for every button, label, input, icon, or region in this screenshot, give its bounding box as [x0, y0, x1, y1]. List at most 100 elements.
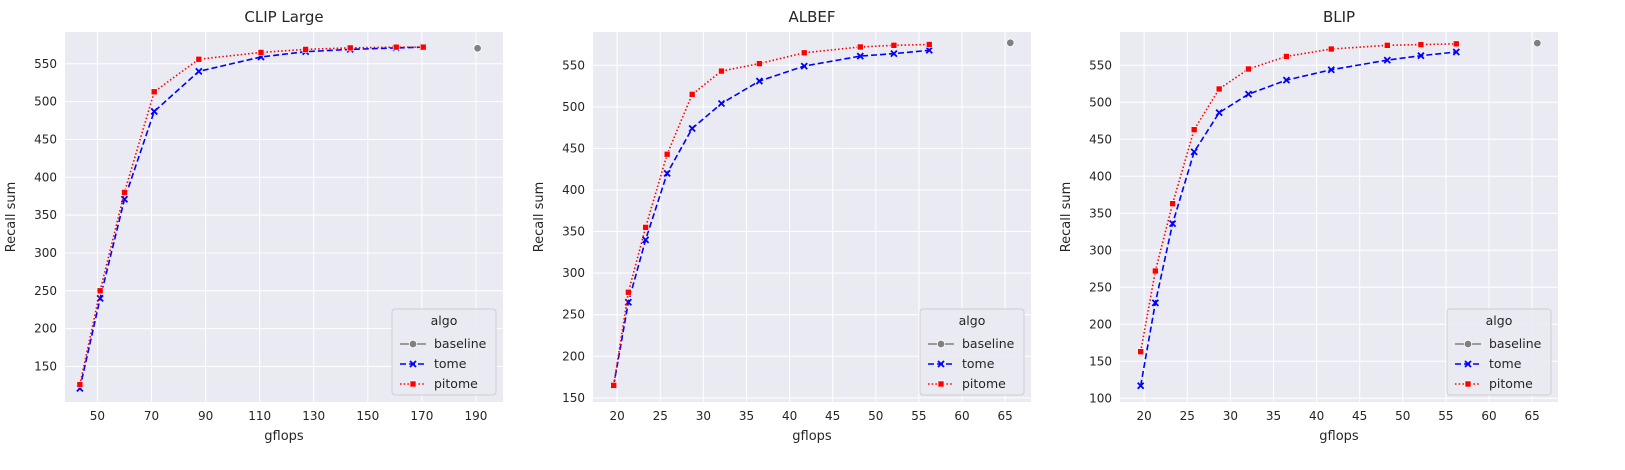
- data-point-tome: [663, 169, 671, 177]
- data-point-pitome: [302, 46, 309, 53]
- x-tick-label: 55: [911, 409, 926, 423]
- legend-label-baseline: baseline: [434, 336, 487, 351]
- series-pitome: [610, 41, 933, 389]
- legend-marker-baseline: [1463, 339, 1473, 349]
- data-point-pitome: [1327, 45, 1335, 53]
- data-point-pitome: [610, 382, 617, 389]
- data-point-pitome: [925, 41, 933, 48]
- data-point-pitome: [257, 49, 265, 56]
- y-tick-label: 350: [1089, 206, 1112, 220]
- data-point-pitome: [1169, 200, 1176, 207]
- y-tick-label: 550: [34, 57, 57, 71]
- legend: algo baseline tome pitome: [1446, 308, 1552, 396]
- x-tick-label: 30: [696, 409, 711, 423]
- data-point-pitome: [1190, 126, 1198, 133]
- x-tick-label: 35: [739, 409, 754, 423]
- y-tick-label: 300: [34, 246, 57, 260]
- legend-title: algo: [1486, 313, 1513, 328]
- x-tick-label: 65: [1524, 409, 1539, 423]
- y-axis-label: Recall sum: [1059, 182, 1074, 253]
- y-tick-label: 450: [562, 141, 585, 155]
- series-baseline: [1533, 38, 1542, 48]
- x-tick-label: 60: [1481, 409, 1496, 423]
- series-line-tome: [1139, 51, 1457, 386]
- data-point-tome: [688, 124, 696, 133]
- y-tick-label: 450: [34, 132, 57, 146]
- x-axis-label: gflops: [1319, 429, 1359, 444]
- subplot-3: 20 25 30 35 40 45 50 55 60 65 100 150 200 250 300 350 40…: [1059, 8, 1558, 444]
- data-point-baseline: [1533, 38, 1542, 48]
- data-point-tome: [717, 99, 726, 108]
- y-tick-label: 500: [34, 95, 57, 109]
- data-point-pitome: [625, 288, 632, 296]
- data-point-tome: [1190, 148, 1198, 156]
- x-tick-label: 55: [1438, 409, 1453, 423]
- data-point-pitome: [890, 42, 898, 49]
- data-point-tome: [890, 49, 898, 58]
- y-tick-label: 250: [562, 308, 585, 322]
- data-point-tome: [641, 236, 650, 244]
- x-tick-label: 20: [1137, 409, 1152, 423]
- y-tick-label: 200: [1089, 317, 1112, 331]
- series-pitome: [1137, 40, 1460, 355]
- x-tick-label: 170: [410, 409, 433, 423]
- legend-box: [391, 308, 497, 396]
- data-point-tome: [1383, 56, 1391, 64]
- legend: algo baseline tome pitome: [391, 308, 497, 396]
- x-tick-label: 40: [1309, 409, 1324, 423]
- data-point-pitome: [1152, 267, 1159, 275]
- data-point-pitome: [718, 67, 725, 75]
- x-axis-label: gflops: [264, 429, 304, 444]
- data-point-tome: [1452, 48, 1460, 56]
- legend-marker-tome: [1464, 360, 1472, 368]
- data-point-pitome: [1452, 40, 1460, 48]
- legend-label-pitome: pitome: [1489, 376, 1533, 391]
- data-point-pitome: [195, 55, 203, 63]
- y-tick-label: 450: [1089, 132, 1112, 146]
- x-tick-label: 110: [248, 409, 271, 423]
- x-tick-label: 150: [356, 409, 379, 423]
- y-tick-label: 350: [34, 208, 57, 222]
- legend-label-pitome: pitome: [434, 376, 478, 391]
- data-point-pitome: [663, 150, 671, 158]
- data-point-pitome: [642, 224, 649, 231]
- y-tick-label: 550: [562, 58, 585, 72]
- data-point-tome: [755, 77, 764, 85]
- series-tome: [610, 46, 933, 390]
- y-tick-label: 250: [34, 284, 57, 298]
- x-tick-label: 45: [1352, 409, 1367, 423]
- data-point-tome: [1417, 52, 1425, 60]
- data-point-tome: [1244, 90, 1253, 98]
- data-point-tome: [925, 46, 933, 54]
- legend-marker-baseline: [408, 339, 418, 349]
- y-axis-label: Recall sum: [532, 182, 547, 253]
- data-point-tome: [800, 62, 808, 70]
- data-point-pitome: [346, 44, 354, 52]
- data-point-pitome: [1417, 41, 1425, 48]
- x-tick-label: 90: [198, 409, 213, 423]
- series-line-pitome: [79, 46, 424, 385]
- legend-label-baseline: baseline: [1489, 336, 1542, 351]
- x-tick-label: 40: [782, 409, 797, 423]
- y-tick-label: 350: [562, 225, 585, 239]
- y-axis-label: Recall sum: [4, 182, 19, 253]
- y-tick-label: 200: [562, 349, 585, 363]
- x-tick-label: 70: [144, 409, 159, 423]
- series-baseline: [473, 44, 482, 53]
- x-tick-label: 25: [653, 409, 668, 423]
- y-tick-label: 150: [1089, 354, 1112, 368]
- data-point-tome: [1282, 76, 1291, 84]
- subplot-1: 50 70 90 110 130 150 170 190 150 200 250 300 350 400 4…: [4, 8, 503, 444]
- data-point-tome: [195, 67, 203, 75]
- y-tick-label: 300: [562, 266, 585, 280]
- data-point-pitome: [76, 381, 84, 388]
- x-tick-label: 65: [997, 409, 1012, 423]
- y-tick-label: 150: [34, 359, 57, 373]
- legend-marker-pitome: [937, 380, 945, 388]
- chart-title: CLIP Large: [244, 8, 323, 26]
- data-point-tome: [1327, 66, 1335, 74]
- x-tick-label: 50: [90, 409, 105, 423]
- y-tick-label: 200: [34, 322, 57, 336]
- y-tick-label: 500: [562, 100, 585, 114]
